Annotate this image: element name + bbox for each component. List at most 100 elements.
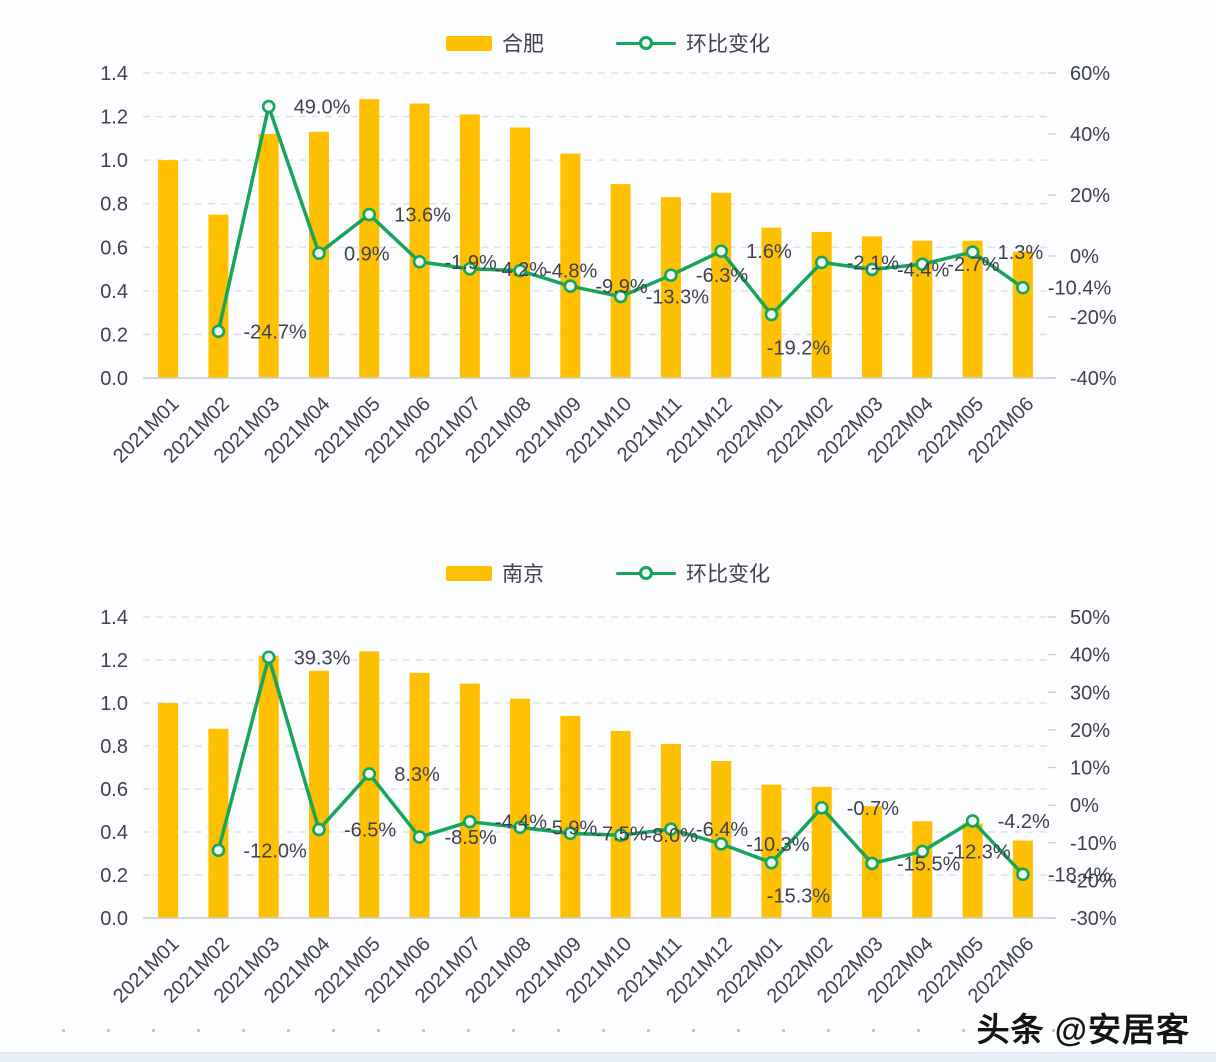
line-marker-2021M12: [714, 837, 728, 851]
line-marker-2022M03: [865, 856, 879, 871]
left-axis-tick-label: 0.6: [100, 779, 128, 801]
data-label-2021M06: -1.9%: [445, 252, 497, 274]
data-label-2021M10: -8.0%: [646, 825, 698, 847]
data-label-2021M08: -5.9%: [545, 817, 597, 839]
bar-swatch-icon: [446, 35, 492, 51]
bar-2021M11: [660, 197, 681, 378]
data-label-2022M03: -4.4%: [897, 259, 949, 281]
data-label-2022M02: -0.7%: [847, 798, 899, 820]
line-marker-2021M10: [613, 289, 628, 304]
data-label-2021M03: 49.0%: [294, 97, 351, 119]
line-marker-2021M08: [513, 263, 527, 278]
left-axis-tick-label: 0.2: [100, 865, 128, 887]
legend-line-label: 环比变化: [686, 563, 770, 586]
line-marker-2022M04: [915, 844, 930, 859]
bar-2021M07: [459, 683, 480, 918]
bar-2021M09: [560, 715, 581, 918]
line-marker-2021M11: [664, 268, 678, 283]
data-label-2021M11: -6.3%: [696, 265, 748, 287]
data-label-2021M02: -12.0%: [243, 840, 307, 862]
line-marker-2022M06: [1016, 280, 1030, 295]
line-marker-2021M11: [664, 822, 678, 837]
right-axis-tick-label: 40%: [1070, 124, 1110, 146]
line-marker-2022M03: [865, 262, 879, 277]
line-marker-2021M02: [211, 324, 226, 339]
line-marker-2021M08: [513, 820, 527, 835]
bar-2021M08: [510, 698, 531, 918]
data-label-2021M07: -4.2%: [495, 259, 547, 281]
line-marker-2022M04: [915, 257, 930, 272]
data-label-2021M12: 1.6%: [746, 241, 792, 263]
line-marker-swatch-icon: [616, 35, 676, 51]
bar-2021M02: [208, 728, 229, 918]
left-axis-tick-label: 0.4: [100, 281, 128, 303]
line-marker-2021M06: [412, 830, 427, 844]
bar-2021M06: [409, 672, 430, 918]
right-axis-tick-label: 50%: [1070, 607, 1110, 629]
bar-2021M10: [610, 730, 631, 918]
data-label-2022M05: 1.3%: [998, 242, 1044, 264]
right-axis-tick-label: -20%: [1070, 870, 1117, 892]
data-label-2021M09: -7.5%: [595, 823, 647, 845]
right-axis-tick-label: 20%: [1070, 720, 1110, 742]
left-axis-tick-label: 0.2: [100, 324, 128, 346]
line-marker-2021M03: [261, 650, 276, 665]
line-marker-2021M07: [463, 262, 477, 276]
left-axis-tick-label: 1.4: [100, 607, 128, 629]
right-axis-tick-label: -20%: [1070, 307, 1117, 329]
data-label-2022M04: -12.3%: [947, 841, 1011, 863]
legend-item-line-series: 环比变化: [616, 28, 770, 58]
data-label-2022M06: -10.4%: [1048, 278, 1112, 300]
watermark: 头条 @安居客: [976, 1011, 1190, 1048]
line-marker-2021M10: [613, 828, 628, 843]
line-marker-2022M05: [965, 245, 980, 259]
data-label-2021M06: -8.5%: [445, 827, 497, 849]
bar-2021M04: [308, 670, 329, 918]
left-axis-tick-label: 0.8: [100, 736, 128, 758]
bar-2021M03: [258, 655, 279, 918]
left-axis-tick-label: 1.2: [100, 107, 128, 129]
bar-2021M03: [258, 134, 279, 378]
line-marker-2021M02: [211, 843, 226, 858]
left-axis-tick-label: 0.0: [100, 908, 128, 930]
left-axis-tick-label: 0.6: [100, 237, 128, 259]
bar-2022M05: [962, 823, 983, 918]
left-axis-tick-label: 1.0: [100, 693, 128, 715]
data-label-2022M05: -4.2%: [998, 811, 1050, 833]
data-label-2021M05: 8.3%: [394, 764, 440, 786]
bar-2021M09: [560, 153, 581, 378]
bar-2021M01: [158, 703, 179, 918]
legend-bottom-chart: 南京 环比变化: [0, 558, 1216, 588]
right-axis-tick-label: 20%: [1070, 185, 1110, 207]
left-axis-tick-label: 1.2: [100, 650, 128, 672]
left-axis-tick-label: 0.0: [100, 368, 128, 390]
data-label-2021M12: -10.3%: [746, 834, 810, 856]
bar-2021M12: [711, 192, 732, 378]
line-marker-2021M03: [261, 99, 276, 114]
line-marker-2022M05: [965, 814, 980, 828]
right-axis-tick-label: 30%: [1070, 682, 1110, 704]
bar-2022M04: [912, 240, 933, 378]
legend-top-chart: 合肥 环比变化: [0, 28, 1216, 58]
data-label-2021M11: -6.4%: [696, 819, 748, 841]
data-label-2022M01: -15.3%: [767, 886, 831, 908]
line-marker-2021M04: [312, 246, 326, 261]
bar-2021M01: [158, 160, 179, 378]
left-axis-tick-label: 0.4: [100, 822, 128, 844]
right-axis-tick-label: 0%: [1070, 246, 1099, 268]
data-label-2021M08: -4.8%: [545, 261, 597, 283]
bar-2021M07: [459, 114, 480, 379]
cutoff-bottom-strip: [0, 1052, 1216, 1062]
right-axis-tick-label: 40%: [1070, 645, 1110, 667]
line-marker-2021M06: [412, 254, 427, 269]
line-marker-2022M01: [764, 307, 779, 322]
line-marker-2021M04: [312, 822, 326, 837]
bar-2022M04: [912, 821, 933, 918]
bar-2021M06: [409, 103, 430, 378]
line-marker-2021M12: [714, 244, 728, 258]
line-marker-2021M07: [463, 814, 477, 829]
right-axis-tick-label: 60%: [1070, 63, 1110, 85]
right-axis-tick-label: 0%: [1070, 795, 1099, 817]
legend-item-bar-series: 南京: [446, 558, 544, 588]
